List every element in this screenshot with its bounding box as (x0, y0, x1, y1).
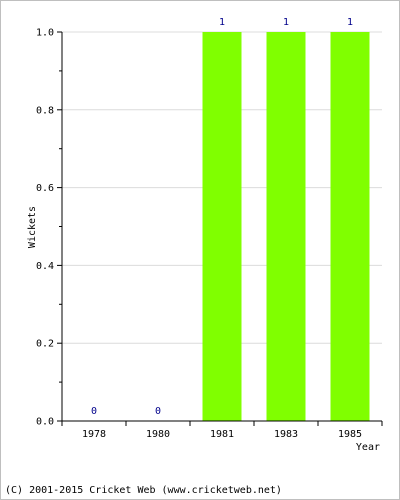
x-axis-title: Year (356, 442, 380, 453)
bar-chart: 0.00.20.40.60.81.0 1978 1980 1981 1983 1985 … (27, 17, 383, 453)
x-tick-label: 1983 (274, 429, 298, 440)
data-label: 0 (155, 406, 161, 417)
x-tick-label: 1978 (82, 429, 106, 440)
data-label: 0 (91, 406, 97, 417)
y-tick-label: 0.8 (36, 105, 54, 116)
bar (266, 32, 306, 421)
y-tick-label: 1.0 (36, 28, 54, 39)
bars (202, 32, 370, 421)
y-axis-title: Wickets (27, 206, 38, 248)
data-label: 1 (347, 17, 353, 28)
copyright-text: (C) 2001-2015 Cricket Web (www.cricketwe… (5, 485, 282, 496)
y-tick-label: 0.6 (36, 183, 54, 194)
y-tick-label: 0.0 (36, 417, 54, 428)
bar (330, 32, 370, 421)
x-tick-label: 1980 (146, 429, 170, 440)
y-tick-label: 0.4 (36, 261, 54, 272)
y-tick-label: 0.2 (36, 339, 54, 350)
y-ticks: 0.0 0.2 0.4 0.6 0.8 1.0 (36, 28, 62, 428)
x-tick-label: 1981 (210, 429, 234, 440)
data-labels: 0 0 1 1 1 (91, 17, 353, 417)
data-label: 1 (283, 17, 289, 28)
bar (202, 32, 242, 421)
x-ticks: 1978 1980 1981 1983 1985 (61, 421, 383, 440)
x-tick-label: 1985 (338, 429, 362, 440)
data-label: 1 (219, 17, 225, 28)
